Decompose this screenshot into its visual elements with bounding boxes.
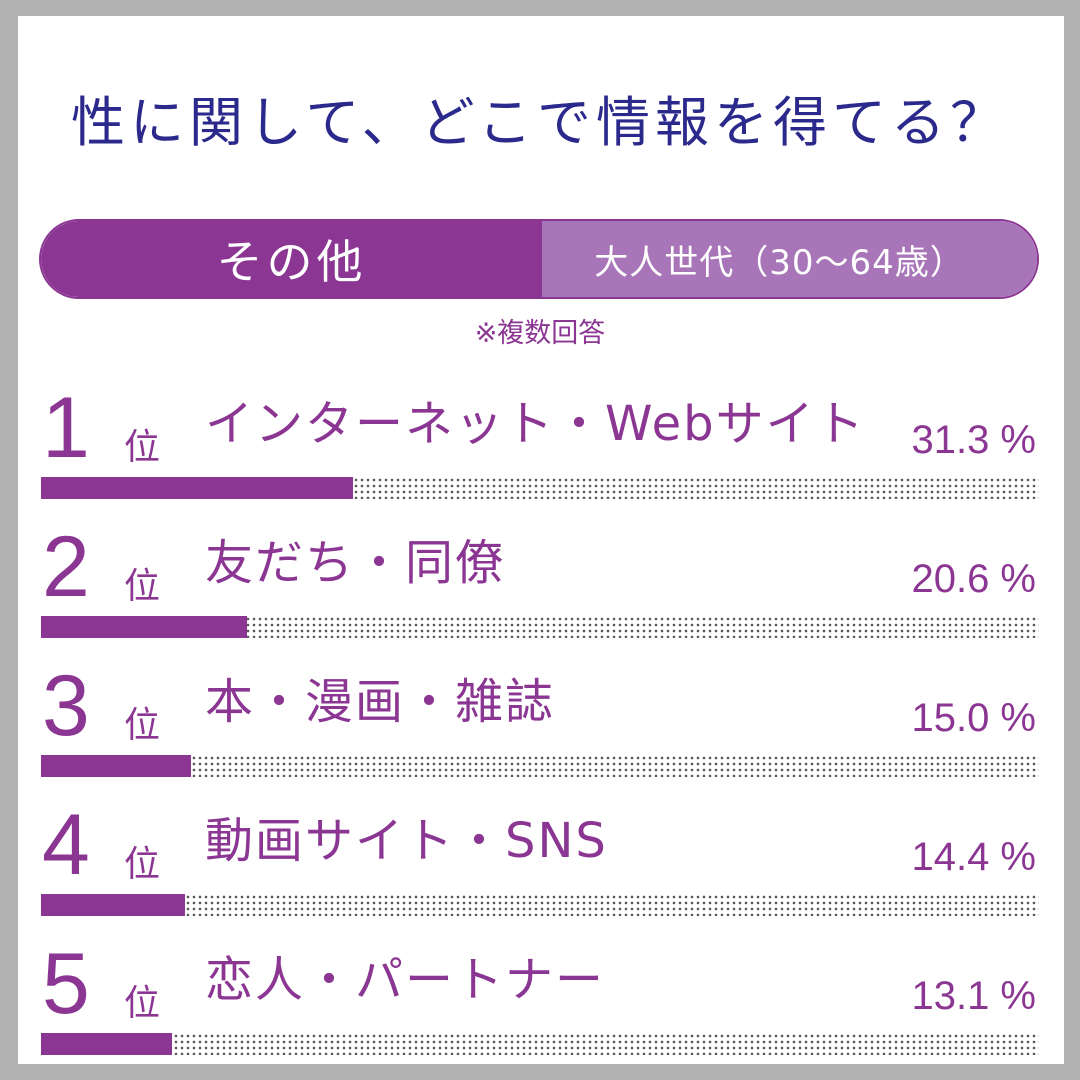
ranking-row: 1 位 インターネット・Webサイト 31.3 %	[0, 380, 1080, 510]
percentage-label: 15.0 %	[911, 696, 1036, 740]
value-bar	[41, 894, 185, 916]
tab-other[interactable]: その他	[41, 221, 542, 297]
card-background	[18, 16, 1064, 1064]
category-label: インターネット・Webサイト	[205, 396, 866, 452]
rank-suffix: 位	[124, 566, 161, 607]
percentage-label: 13.1 %	[911, 974, 1036, 1018]
percentage-label: 20.6 %	[911, 557, 1036, 601]
category-label: 本・漫画・雑誌	[205, 674, 556, 730]
multiple-answer-note: ※複数回答	[474, 318, 606, 349]
page-title: 性に関して、どこで情報を得てる？	[70, 91, 1010, 154]
value-bar	[41, 1033, 172, 1055]
bar-track	[41, 616, 1039, 638]
bar-track	[41, 894, 1039, 916]
category-label: 動画サイト・SNS	[205, 813, 608, 869]
rank-number: 4	[42, 797, 90, 893]
percentage-label: 14.4 %	[911, 835, 1036, 879]
ranking-row: 5 位 恋人・パートナー 13.1 %	[0, 936, 1080, 1066]
value-bar	[41, 755, 191, 777]
rank-suffix: 位	[124, 705, 161, 746]
rank-suffix: 位	[124, 427, 161, 468]
ranking-row: 4 位 動画サイト・SNS 14.4 %	[0, 797, 1080, 927]
rank-number: 3	[42, 658, 90, 754]
rank-number: 2	[42, 519, 90, 615]
bar-track	[41, 477, 1039, 499]
category-label: 恋人・パートナー	[205, 952, 606, 1008]
ranking-row: 3 位 本・漫画・雑誌 15.0 %	[0, 658, 1080, 788]
rank-number: 5	[42, 936, 90, 1032]
tab-adult-generation[interactable]: 大人世代（30〜64歳）	[542, 221, 1037, 297]
segment-tabs: その他 大人世代（30〜64歳）	[39, 219, 1039, 299]
percentage-label: 31.3 %	[911, 418, 1036, 462]
rank-number: 1	[42, 380, 90, 476]
rank-suffix: 位	[124, 983, 161, 1024]
rank-suffix: 位	[124, 844, 161, 885]
value-bar	[41, 616, 247, 638]
bar-track	[41, 1033, 1039, 1055]
value-bar	[41, 477, 353, 499]
bar-track	[41, 755, 1039, 777]
category-label: 友だち・同僚	[205, 535, 506, 591]
ranking-row: 2 位 友だち・同僚 20.6 %	[0, 519, 1080, 649]
